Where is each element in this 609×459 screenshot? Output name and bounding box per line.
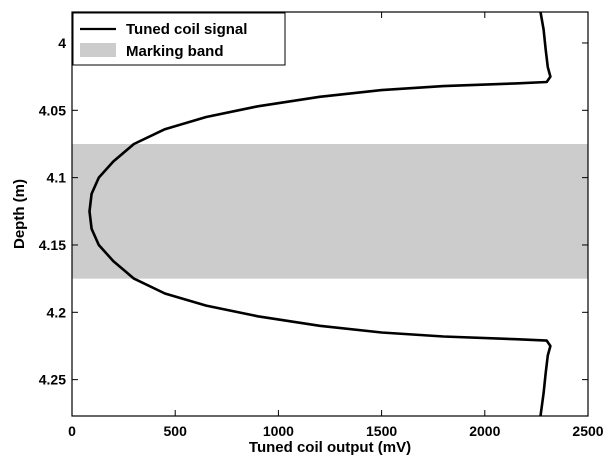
x-tick-label: 1500: [366, 423, 397, 439]
legend-label-signal: Tuned coil signal: [126, 21, 247, 38]
y-tick-label: 4.05: [39, 102, 66, 118]
y-tick-label: 4.25: [39, 372, 66, 388]
x-tick-label: 0: [68, 423, 76, 439]
y-axis-label: Depth (m): [11, 179, 28, 249]
y-tick-label: 4.2: [47, 304, 67, 320]
y-tick-label: 4: [58, 35, 66, 51]
y-axis-ticks: 4 4.05 4.1 4.15 4.2 4.25: [39, 35, 588, 388]
marking-band-0: [72, 143, 588, 279]
x-tick-label: 1000: [263, 423, 294, 439]
y-tick-label: 4.15: [39, 237, 66, 253]
bands-layer: [72, 143, 588, 279]
legend: Tuned coil signal Marking band: [72, 12, 286, 66]
x-axis-ticks: 0 500 1000 1500 2000 2500: [68, 12, 604, 439]
legend-label-band: Marking band: [126, 43, 224, 60]
x-tick-label: 2500: [572, 423, 603, 439]
y-tick-label: 4.1: [47, 170, 67, 186]
series-layer: [88, 11, 552, 417]
plot-frame: [71, 11, 589, 417]
x-tick-label: 2000: [469, 423, 500, 439]
legend-swatch-band: [80, 43, 116, 57]
series-line-0: [88, 11, 552, 417]
x-tick-label: 500: [164, 423, 188, 439]
x-axis-label: Tuned coil output (mV): [249, 439, 411, 456]
